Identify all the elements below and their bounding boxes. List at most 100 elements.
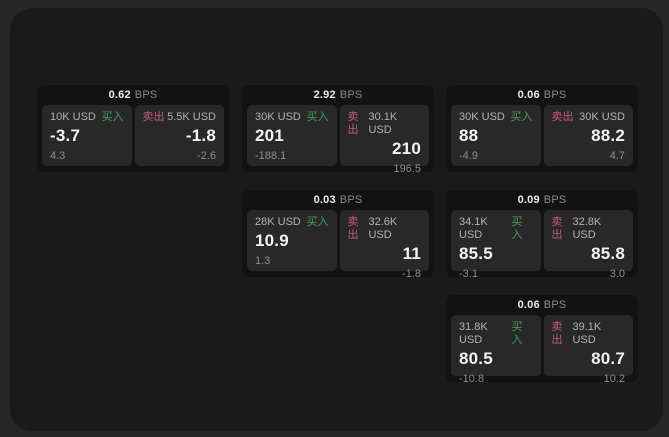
buy-size-label: 30K USD [459, 111, 505, 123]
card-header: 2.92 BPS [247, 85, 429, 105]
sell-price-value: 11 [402, 244, 421, 263]
bps-unit-label: BPS [543, 299, 567, 311]
sell-quote-panel[interactable]: 卖出 39.1K USD 80.7 10.2 [543, 315, 633, 385]
bps-unit-label: BPS [339, 194, 363, 206]
sell-delta-value: 196.5 [393, 163, 421, 175]
buy-quote-panel[interactable]: 34.1K USD 买入 85.5 -3.1 [451, 210, 541, 280]
sell-size-label: 32.8K USD [572, 216, 602, 241]
buy-price-value: 88 [459, 126, 479, 145]
sell-panel-header: 卖出 39.1K USD [552, 321, 626, 347]
sell-delta-value: 3.0 [609, 268, 625, 280]
sell-size-label: 32.6K USD [368, 216, 398, 241]
buy-price-value: 80.5 [459, 349, 493, 368]
sell-panel-header: 卖出 30.1K USD [348, 111, 422, 137]
quote-panels: 28K USD 买入 10.9 1.3 卖出 32.6K USD 11 -1.8 [247, 210, 429, 280]
buy-size-label: 34.1K USD [459, 216, 488, 241]
sell-panel-header: 卖出 32.6K USD [348, 216, 422, 242]
sell-price-value: 210 [392, 139, 421, 158]
quote-panels: 30K USD 买入 88 -4.9 卖出 30K USD 88.2 4.7 [451, 105, 633, 166]
quote-panels: 34.1K USD 买入 85.5 -3.1 卖出 32.8K USD 85.8… [451, 210, 633, 280]
card-header: 0.06 BPS [451, 85, 633, 105]
buy-size-label: 30K USD [255, 111, 301, 123]
sell-price-value: -1.8 [185, 126, 216, 145]
sell-size-label: 30K USD [579, 111, 625, 123]
buy-delta-value: 1.3 [255, 255, 271, 267]
bps-value: 0.06 [517, 299, 540, 311]
sell-quote-panel[interactable]: 卖出 32.6K USD 11 -1.8 [339, 210, 429, 280]
quote-card: 0.06 BPS 30K USD 买入 88 -4.9 卖出 30K USD 8… [446, 85, 638, 172]
buy-quote-panel[interactable]: 30K USD 买入 201 -188.1 [247, 105, 337, 166]
buy-panel-header: 34.1K USD 买入 [459, 216, 533, 242]
card-header: 0.06 BPS [451, 295, 633, 315]
sell-price-value: 85.8 [591, 244, 625, 263]
buy-side-label: 买入 [306, 216, 329, 228]
sell-side-label: 卖出 [551, 111, 574, 123]
bps-unit-label: BPS [543, 194, 567, 206]
buy-delta-value: 4.3 [50, 150, 66, 162]
buy-delta-value: -188.1 [255, 150, 287, 162]
card-header: 0.62 BPS [42, 85, 224, 105]
quote-card: 0.62 BPS 10K USD 买入 -3.7 4.3 卖出 5.5K USD… [37, 85, 229, 172]
quote-panels: 31.8K USD 买入 80.5 -10.8 卖出 39.1K USD 80.… [451, 315, 633, 385]
buy-side-label: 买入 [510, 111, 533, 123]
sell-delta-value: 4.7 [609, 150, 625, 162]
buy-quote-panel[interactable]: 30K USD 买入 88 -4.9 [451, 105, 541, 166]
buy-price-value: -3.7 [50, 126, 81, 145]
sell-quote-panel[interactable]: 卖出 32.8K USD 85.8 3.0 [543, 210, 633, 280]
buy-delta-value: -10.8 [459, 373, 485, 385]
bps-value: 0.03 [313, 194, 336, 206]
bps-value: 0.62 [108, 89, 131, 101]
buy-panel-header: 30K USD 买入 [255, 111, 329, 124]
sell-side-label: 卖出 [551, 321, 563, 346]
quote-card: 0.06 BPS 31.8K USD 买入 80.5 -10.8 卖出 39.1… [446, 295, 638, 385]
buy-panel-header: 30K USD 买入 [459, 111, 533, 124]
buy-price-value: 85.5 [459, 244, 493, 263]
sell-side-label: 卖出 [142, 111, 165, 123]
buy-delta-value: -4.9 [459, 150, 478, 162]
bps-unit-label: BPS [543, 89, 567, 101]
buy-side-label: 买入 [306, 111, 329, 123]
sell-side-label: 卖出 [347, 216, 359, 241]
sell-price-value: 88.2 [591, 126, 625, 145]
bps-value: 2.92 [313, 89, 336, 101]
sell-quote-panel[interactable]: 卖出 30K USD 88.2 4.7 [543, 105, 633, 166]
sell-size-label: 30.1K USD [368, 111, 398, 136]
bps-unit-label: BPS [339, 89, 363, 101]
sell-side-label: 卖出 [551, 216, 563, 241]
buy-quote-panel[interactable]: 31.8K USD 买入 80.5 -10.8 [451, 315, 541, 385]
quote-card: 2.92 BPS 30K USD 买入 201 -188.1 卖出 30.1K … [242, 85, 434, 175]
card-header: 0.09 BPS [451, 190, 633, 210]
quote-card: 0.09 BPS 34.1K USD 买入 85.5 -3.1 卖出 32.8K… [446, 190, 638, 280]
sell-panel-header: 卖出 30K USD [552, 111, 626, 124]
buy-delta-value: -3.1 [459, 268, 478, 280]
buy-side-label: 买入 [511, 216, 523, 241]
buy-panel-header: 28K USD 买入 [255, 216, 329, 229]
card-header: 0.03 BPS [247, 190, 429, 210]
buy-size-label: 31.8K USD [459, 321, 488, 346]
quote-panels: 10K USD 买入 -3.7 4.3 卖出 5.5K USD -1.8 -2.… [42, 105, 224, 166]
buy-quote-panel[interactable]: 28K USD 买入 10.9 1.3 [247, 210, 337, 271]
sell-size-label: 5.5K USD [167, 111, 216, 123]
buy-side-label: 买入 [101, 111, 124, 123]
sell-delta-value: 10.2 [603, 373, 625, 385]
sell-delta-value: -1.8 [402, 268, 421, 280]
bps-value: 0.09 [517, 194, 540, 206]
bps-unit-label: BPS [134, 89, 158, 101]
sell-side-label: 卖出 [347, 111, 359, 136]
sell-price-value: 80.7 [591, 349, 625, 368]
sell-panel-header: 卖出 5.5K USD [143, 111, 217, 124]
buy-size-label: 10K USD [50, 111, 96, 123]
sell-quote-panel[interactable]: 卖出 5.5K USD -1.8 -2.6 [134, 105, 224, 166]
quote-card: 0.03 BPS 28K USD 买入 10.9 1.3 卖出 32.6K US… [242, 190, 434, 280]
buy-panel-header: 31.8K USD 买入 [459, 321, 533, 347]
sell-quote-panel[interactable]: 卖出 30.1K USD 210 196.5 [339, 105, 429, 175]
bps-value: 0.06 [517, 89, 540, 101]
buy-size-label: 28K USD [255, 216, 301, 228]
sell-size-label: 39.1K USD [572, 321, 602, 346]
quote-panels: 30K USD 买入 201 -188.1 卖出 30.1K USD 210 1… [247, 105, 429, 175]
sell-delta-value: -2.6 [197, 150, 216, 162]
sell-panel-header: 卖出 32.8K USD [552, 216, 626, 242]
buy-quote-panel[interactable]: 10K USD 买入 -3.7 4.3 [42, 105, 132, 166]
buy-price-value: 10.9 [255, 231, 289, 250]
